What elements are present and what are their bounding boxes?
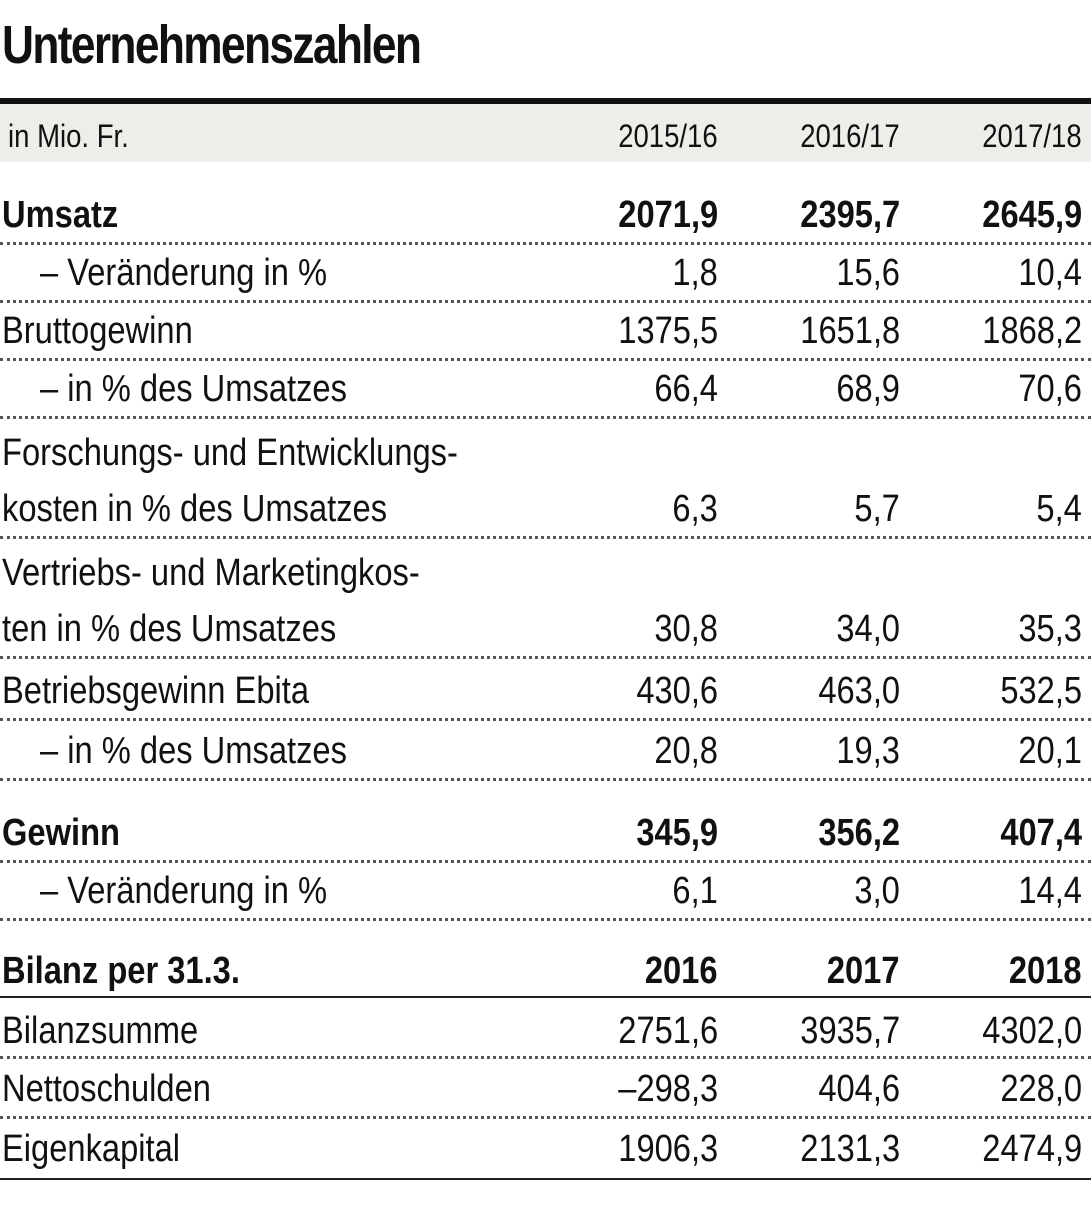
balance-rule <box>0 996 1091 998</box>
row-value: 35,3 <box>1018 608 1082 650</box>
row-divider <box>0 656 1091 659</box>
row-value: 463,0 <box>818 670 900 712</box>
row-divider <box>0 718 1091 721</box>
row-divider <box>0 300 1091 303</box>
row-value: 6,1 <box>672 870 718 912</box>
row-label: Bruttogewinn <box>2 310 193 352</box>
row-value: 228,0 <box>1000 1068 1082 1110</box>
row-value: 19,3 <box>836 730 900 772</box>
row-value: 3,0 <box>854 870 900 912</box>
row-label: – Veränderung in % <box>40 870 328 912</box>
row-value: 2131,3 <box>800 1128 900 1170</box>
row-label: – Veränderung in % <box>40 252 328 294</box>
row-value: 5,7 <box>854 488 900 530</box>
row-divider <box>0 1116 1091 1119</box>
row-value: 1,8 <box>672 252 718 294</box>
header-year-3: 2017/18 <box>982 118 1082 154</box>
row-label: Eigenkapital <box>2 1128 181 1170</box>
row-divider <box>0 918 1091 921</box>
row-divider <box>0 778 1091 781</box>
row-value: 20,8 <box>654 730 718 772</box>
row-value: 1906,3 <box>618 1128 718 1170</box>
row-value: –298,3 <box>618 1068 718 1110</box>
balance-year-3: 2018 <box>1009 950 1082 992</box>
page-title: Unternehmenszahlen <box>2 15 422 75</box>
row-divider <box>0 860 1091 863</box>
balance-year-2: 2017 <box>827 950 900 992</box>
row-value: 356,2 <box>818 812 900 854</box>
row-divider <box>0 536 1091 539</box>
row-label: Gewinn <box>2 812 121 854</box>
header-year-2: 2016/17 <box>800 118 900 154</box>
balance-year-1: 2016 <box>645 950 718 992</box>
row-value: 30,8 <box>654 608 718 650</box>
row-divider <box>0 242 1091 245</box>
row-value: 2645,9 <box>982 194 1082 236</box>
row-value: 404,6 <box>818 1068 900 1110</box>
row-value: 345,9 <box>636 812 718 854</box>
row-label: Vertriebs- und Marketingkos- <box>2 552 420 594</box>
row-value: 5,4 <box>1036 488 1082 530</box>
row-divider <box>0 1056 1091 1059</box>
row-value: 66,4 <box>654 368 718 410</box>
row-value: 4302,0 <box>982 1010 1082 1052</box>
row-label: Bilanzsumme <box>2 1010 199 1052</box>
row-value: 6,3 <box>672 488 718 530</box>
row-value: 2071,9 <box>618 194 718 236</box>
row-value: 15,6 <box>836 252 900 294</box>
row-value: 1868,2 <box>982 310 1082 352</box>
table-bottom-rule <box>0 1178 1091 1180</box>
row-divider <box>0 416 1091 419</box>
row-label: Nettoschulden <box>2 1068 211 1110</box>
row-value: 70,6 <box>1018 368 1082 410</box>
row-value: 430,6 <box>636 670 718 712</box>
title-rule <box>0 98 1091 104</box>
row-value: 1651,8 <box>800 310 900 352</box>
row-value: 68,9 <box>836 368 900 410</box>
balance-label: Bilanz per 31.3. <box>2 950 240 992</box>
row-value: 34,0 <box>836 608 900 650</box>
unit-label: in Mio. Fr. <box>8 118 129 154</box>
row-label: kosten in % des Umsatzes <box>2 488 388 530</box>
table-header <box>0 104 1091 162</box>
row-value: 10,4 <box>1018 252 1082 294</box>
row-value: 2395,7 <box>800 194 900 236</box>
row-divider <box>0 358 1091 361</box>
row-value: 14,4 <box>1018 870 1082 912</box>
row-value: 3935,7 <box>800 1010 900 1052</box>
row-label: Betriebsgewinn Ebita <box>2 670 310 712</box>
row-label: – in % des Umsatzes <box>40 730 347 772</box>
row-value: 2751,6 <box>618 1010 718 1052</box>
row-value: 20,1 <box>1018 730 1082 772</box>
row-label: ten in % des Umsatzes <box>2 608 337 650</box>
row-label: Forschungs- und Entwicklungs- <box>2 432 458 474</box>
header-year-1: 2015/16 <box>618 118 718 154</box>
row-label: Umsatz <box>2 194 119 236</box>
row-label: – in % des Umsatzes <box>40 368 347 410</box>
row-value: 532,5 <box>1000 670 1082 712</box>
row-value: 1375,5 <box>618 310 718 352</box>
row-value: 2474,9 <box>982 1128 1082 1170</box>
row-value: 407,4 <box>1000 812 1082 854</box>
